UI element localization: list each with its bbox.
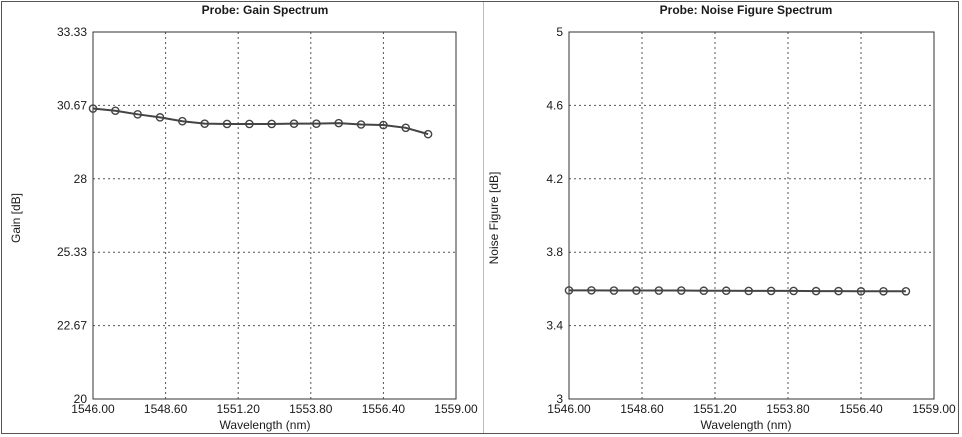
x-tick-label: 1551.20 bbox=[693, 402, 737, 416]
data-point bbox=[289, 119, 299, 128]
data-point bbox=[699, 286, 709, 296]
data-point bbox=[334, 118, 344, 128]
series-line bbox=[92, 107, 429, 136]
y-tick-label: 3.4 bbox=[546, 319, 563, 333]
plot-area bbox=[569, 32, 934, 399]
x-tick-label: 1548.60 bbox=[144, 402, 188, 416]
noise-figure-spectrum-chart: Probe: Noise Figure Spectrum Wavelength … bbox=[487, 3, 956, 432]
x-tick-label: 1553.80 bbox=[289, 402, 333, 416]
data-point bbox=[721, 286, 731, 296]
y-tick-label: 22.67 bbox=[57, 319, 87, 333]
y-axis-label: Noise Figure [dB] bbox=[487, 172, 501, 265]
x-tick-label: 1548.60 bbox=[620, 402, 664, 416]
data-point bbox=[401, 123, 411, 133]
gain-spectrum-chart: Probe: Gain Spectrum Wavelength (nm) Gai… bbox=[9, 3, 478, 432]
x-tick-label: 1546.00 bbox=[71, 402, 115, 416]
y-tick-label: 33.33 bbox=[57, 25, 87, 39]
plot-area bbox=[93, 32, 456, 399]
y-tick-label: 28 bbox=[74, 172, 88, 186]
data-point bbox=[744, 286, 753, 296]
data-point bbox=[88, 104, 98, 113]
data-point bbox=[834, 286, 843, 296]
data-point bbox=[111, 106, 120, 116]
data-point bbox=[178, 116, 187, 126]
data-point bbox=[245, 119, 254, 129]
y-tick-label: 4.6 bbox=[546, 98, 563, 112]
data-point bbox=[267, 119, 277, 129]
data-point bbox=[155, 113, 165, 122]
y-tick-label: 30.67 bbox=[57, 98, 87, 112]
data-point bbox=[856, 286, 866, 296]
chart-title: Probe: Gain Spectrum bbox=[202, 3, 329, 17]
x-tick-label: 1559.00 bbox=[912, 402, 956, 416]
data-point bbox=[654, 286, 664, 295]
x-tick-label: 1556.40 bbox=[839, 402, 883, 416]
data-point bbox=[901, 286, 911, 296]
panel-divider bbox=[483, 2, 484, 433]
data-point bbox=[133, 110, 142, 119]
data-point bbox=[200, 119, 209, 128]
plot-border bbox=[568, 31, 935, 400]
data-point bbox=[423, 129, 433, 139]
y-tick-label: 3 bbox=[556, 392, 563, 406]
x-tick-label: 1551.20 bbox=[217, 402, 261, 416]
y-tick-label: 3.8 bbox=[546, 245, 563, 259]
y-axis-label: Gain [dB] bbox=[9, 193, 23, 243]
series-line bbox=[569, 289, 906, 293]
x-axis-label: Wavelength (nm) bbox=[701, 418, 792, 432]
data-point bbox=[879, 286, 888, 296]
chart-title: Probe: Noise Figure Spectrum bbox=[660, 3, 833, 17]
data-point bbox=[632, 286, 641, 295]
x-tick-label: 1546.00 bbox=[547, 402, 591, 416]
y-tick-label: 25.33 bbox=[57, 245, 87, 259]
x-tick-label: 1553.80 bbox=[766, 402, 810, 416]
data-point bbox=[312, 119, 321, 128]
data-point bbox=[609, 286, 619, 295]
data-point bbox=[222, 119, 232, 129]
data-point bbox=[766, 286, 776, 296]
y-tick-label: 20 bbox=[74, 392, 88, 406]
data-point bbox=[789, 286, 798, 296]
y-tick-label: 5 bbox=[556, 25, 563, 39]
data-point bbox=[811, 286, 821, 296]
data-point bbox=[677, 286, 686, 295]
data-point bbox=[356, 120, 366, 129]
data-point bbox=[379, 120, 388, 130]
data-point bbox=[587, 286, 596, 295]
y-tick-label: 4.2 bbox=[546, 172, 563, 186]
x-tick-label: 1556.40 bbox=[362, 402, 406, 416]
plot-border bbox=[92, 31, 457, 400]
x-tick-label: 1559.00 bbox=[434, 402, 478, 416]
data-point bbox=[564, 286, 574, 295]
x-axis-label: Wavelength (nm) bbox=[220, 418, 311, 432]
